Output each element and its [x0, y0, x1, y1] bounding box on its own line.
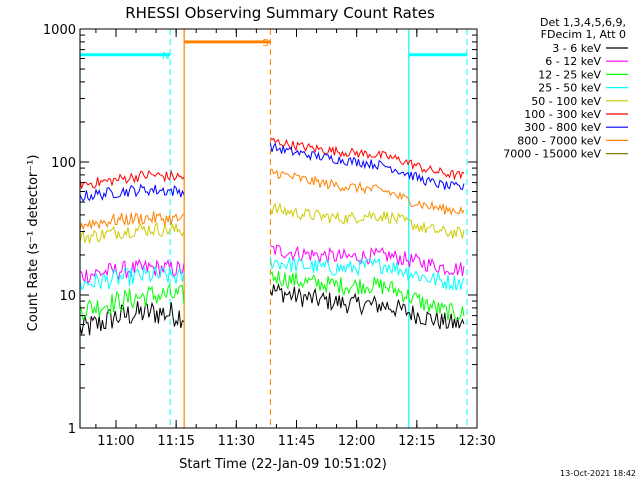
- legend-label-0: 3 - 6 keV: [552, 42, 601, 55]
- legend-header-line-1: Det 1,3,4,5,6,9,: [540, 16, 626, 29]
- series-trace-1-1: [270, 244, 465, 277]
- series-trace-2-0: [79, 283, 185, 322]
- legend-label-2: 12 - 25 keV: [538, 68, 601, 81]
- series-trace-0-1: [269, 283, 465, 330]
- x-tick-label-6: 12:30: [458, 434, 495, 449]
- s-label: S: [262, 38, 268, 49]
- y-tick-label-2: 100: [51, 156, 76, 171]
- x-tick-label-2: 11:30: [218, 434, 255, 449]
- x-axis-label: Start Time (22-Jan-09 10:51:02): [179, 457, 387, 472]
- legend-label-1: 6 - 12 keV: [545, 55, 601, 68]
- series-trace-0-0: [79, 301, 185, 336]
- series-trace-5-1: [269, 137, 465, 181]
- legend-label-8: 7000 - 15000 keV: [503, 148, 601, 161]
- series-trace-6-1: [269, 142, 465, 191]
- x-tick-label-5: 12:15: [398, 434, 435, 449]
- series-trace-1-0: [80, 258, 185, 285]
- series-trace-7-1: [270, 168, 465, 217]
- y-tick-label-0: 1: [68, 422, 76, 437]
- series-trace-4-1: [269, 202, 465, 239]
- series-trace-6-0: [79, 183, 185, 202]
- y-tick-label-3: 1000: [43, 23, 76, 38]
- footer-timestamp: 13-Oct-2021 18:42: [560, 469, 636, 478]
- series-trace-4-0: [79, 222, 185, 244]
- axes: 11:00 11:15 11:30 11:45 12:00 12:15 12:30 1 10 10…: [43, 23, 496, 449]
- legend-label-6: 300 - 800 keV: [524, 121, 601, 134]
- x-tick-label-0: 11:00: [97, 434, 134, 449]
- chart-title: RHESSI Observing Summary Count Rates: [125, 4, 435, 22]
- plot-area: NS: [79, 29, 468, 428]
- x-tick-label-1: 11:15: [157, 434, 194, 449]
- legend-label-4: 50 - 100 keV: [531, 95, 601, 108]
- y-tick-label-1: 10: [59, 289, 76, 304]
- series-trace-3-0: [79, 265, 185, 291]
- plot-frame: [79, 28, 478, 429]
- x-tick-label-4: 12:00: [338, 434, 375, 449]
- legend-label-5: 100 - 300 keV: [524, 108, 601, 121]
- x-tick-label-3: 11:45: [278, 434, 315, 449]
- legend-header-line-2: FDecim 1, Att 0: [541, 28, 626, 41]
- series-trace-2-1: [270, 270, 465, 321]
- y-axis-label-text: Count Rate (s⁻¹ detector⁻¹): [26, 155, 41, 332]
- n-label: N: [162, 51, 169, 62]
- y-axis-label: Count Rate (s⁻¹ detector⁻¹): [26, 155, 41, 332]
- series-trace-5-0: [79, 169, 185, 189]
- series-trace-7-0: [79, 211, 185, 231]
- legend-label-7: 800 - 7000 keV: [517, 134, 601, 147]
- series-trace-3-1: [269, 256, 465, 292]
- legend-label-3: 25 - 50 keV: [538, 82, 601, 95]
